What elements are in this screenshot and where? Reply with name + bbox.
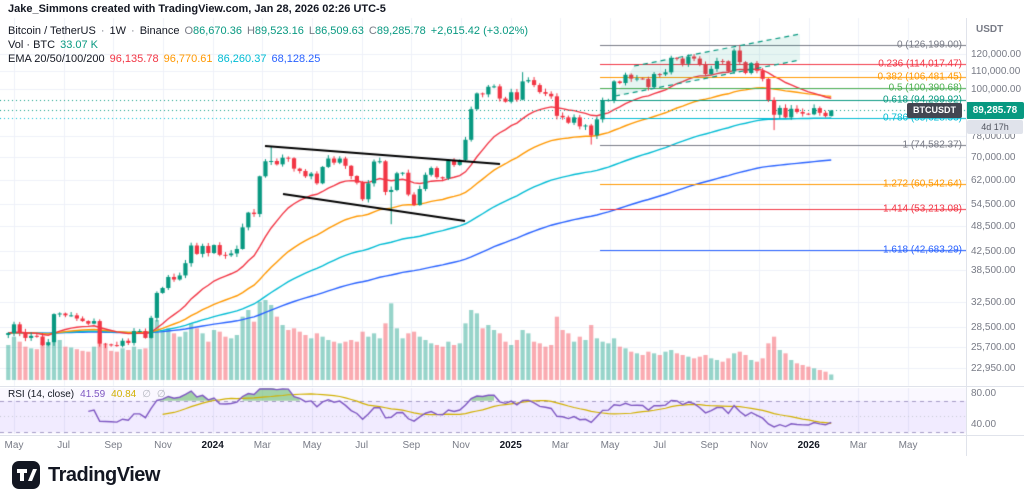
price-axis-label: 42,500.00 [971, 246, 1016, 258]
price-axis-label: 78,000.00 [971, 131, 1016, 143]
fib-level-label[interactable]: 0.382 (106,481.45) [877, 71, 962, 83]
time-axis-label: Mar [551, 440, 569, 451]
price-axis-border [966, 18, 967, 456]
fib-level-label[interactable]: 0.5 (100,390.68) [888, 82, 962, 94]
price-axis-label: 25,700.00 [971, 341, 1016, 353]
price-chart-canvas[interactable] [0, 0, 966, 437]
price-axis-currency: USDT [976, 24, 1004, 35]
price-axis-label: 32,500.00 [971, 297, 1016, 309]
fib-level-label[interactable]: 0.236 (114,017.47) [878, 58, 962, 70]
time-axis-label: Jul [57, 440, 71, 451]
time-axis-label: 2025 [499, 440, 522, 451]
pane-separator[interactable] [0, 386, 1024, 387]
last-price-badge: 89,285.78 [966, 102, 1024, 119]
time-axis-label: May [600, 440, 620, 451]
time-axis-label: Nov [154, 440, 172, 451]
time-axis-label: Sep [402, 440, 421, 451]
price-axis[interactable]: USDT 120,000.00 110,000.00 100,000.00 78,00… [966, 0, 1024, 456]
rsi-axis-label: 80.00 [971, 388, 997, 399]
fib-level-label[interactable]: 0 (126,199.00) [896, 39, 962, 51]
time-axis-label: Sep [700, 440, 719, 451]
tradingview-logo-icon [12, 461, 40, 489]
fib-level-label[interactable]: 1.618 (42,683.29) [883, 244, 962, 256]
pane-separator[interactable] [0, 435, 1024, 436]
time-axis-label: Nov [750, 440, 768, 451]
fib-level-label[interactable]: 1.414 (53,213.08) [883, 203, 962, 215]
time-axis-label: Sep [104, 440, 123, 451]
time-axis-label: May [302, 440, 322, 451]
timeframe-label[interactable]: 1W [109, 25, 127, 37]
rsi-axis-label: 40.00 [971, 419, 997, 430]
price-axis-label: 38,500.00 [971, 264, 1016, 276]
time-axis-label: May [4, 440, 24, 451]
footer: TradingView [0, 456, 1024, 499]
time-axis-label: 2024 [201, 440, 224, 451]
time-axis-label: May [898, 440, 918, 451]
price-axis-label: 54,500.00 [971, 199, 1016, 211]
time-axis-label: 2026 [797, 440, 820, 451]
fib-level-label[interactable]: 1 (74,582.37) [902, 139, 963, 151]
price-axis-label: 62,000.00 [971, 174, 1016, 186]
symbol-tag-badge: BTCUSDT [907, 103, 962, 118]
fib-level-label[interactable]: 0.786 (85,628.33) [883, 112, 962, 124]
price-axis-label: 70,000.00 [971, 151, 1016, 163]
time-axis[interactable]: May Jul Sep Nov 2024 Mar May Jul Sep Nov 2025 Mar Ma… [0, 436, 966, 456]
fib-level-label[interactable]: 1.272 (60,542.64) [883, 178, 962, 190]
price-axis-label: 110,000.00 [971, 65, 1021, 77]
time-axis-label: Jul [653, 440, 667, 451]
tradingview-logo[interactable]: TradingView [12, 461, 160, 489]
price-axis-label: 48,500.00 [971, 221, 1016, 233]
time-axis-label: Mar [849, 440, 867, 451]
price-axis-label: 120,000.00 [971, 49, 1022, 61]
price-axis-label: 22,950.00 [971, 363, 1016, 375]
fib-level-label[interactable]: 0.618 (94,299.92) [883, 94, 962, 106]
price-axis-label: 100,000.00 [971, 84, 1022, 95]
time-axis-label: Nov [452, 440, 470, 451]
price-axis-label: 28,500.00 [971, 321, 1016, 333]
countdown-badge: 4d 17h [967, 120, 1023, 134]
time-axis-label: Jul [355, 440, 369, 451]
symbol-title[interactable]: Bitcoin / TetherUS [8, 25, 96, 37]
time-axis-label: Mar [253, 440, 271, 451]
tradingview-logo-text: TradingView [48, 463, 160, 486]
